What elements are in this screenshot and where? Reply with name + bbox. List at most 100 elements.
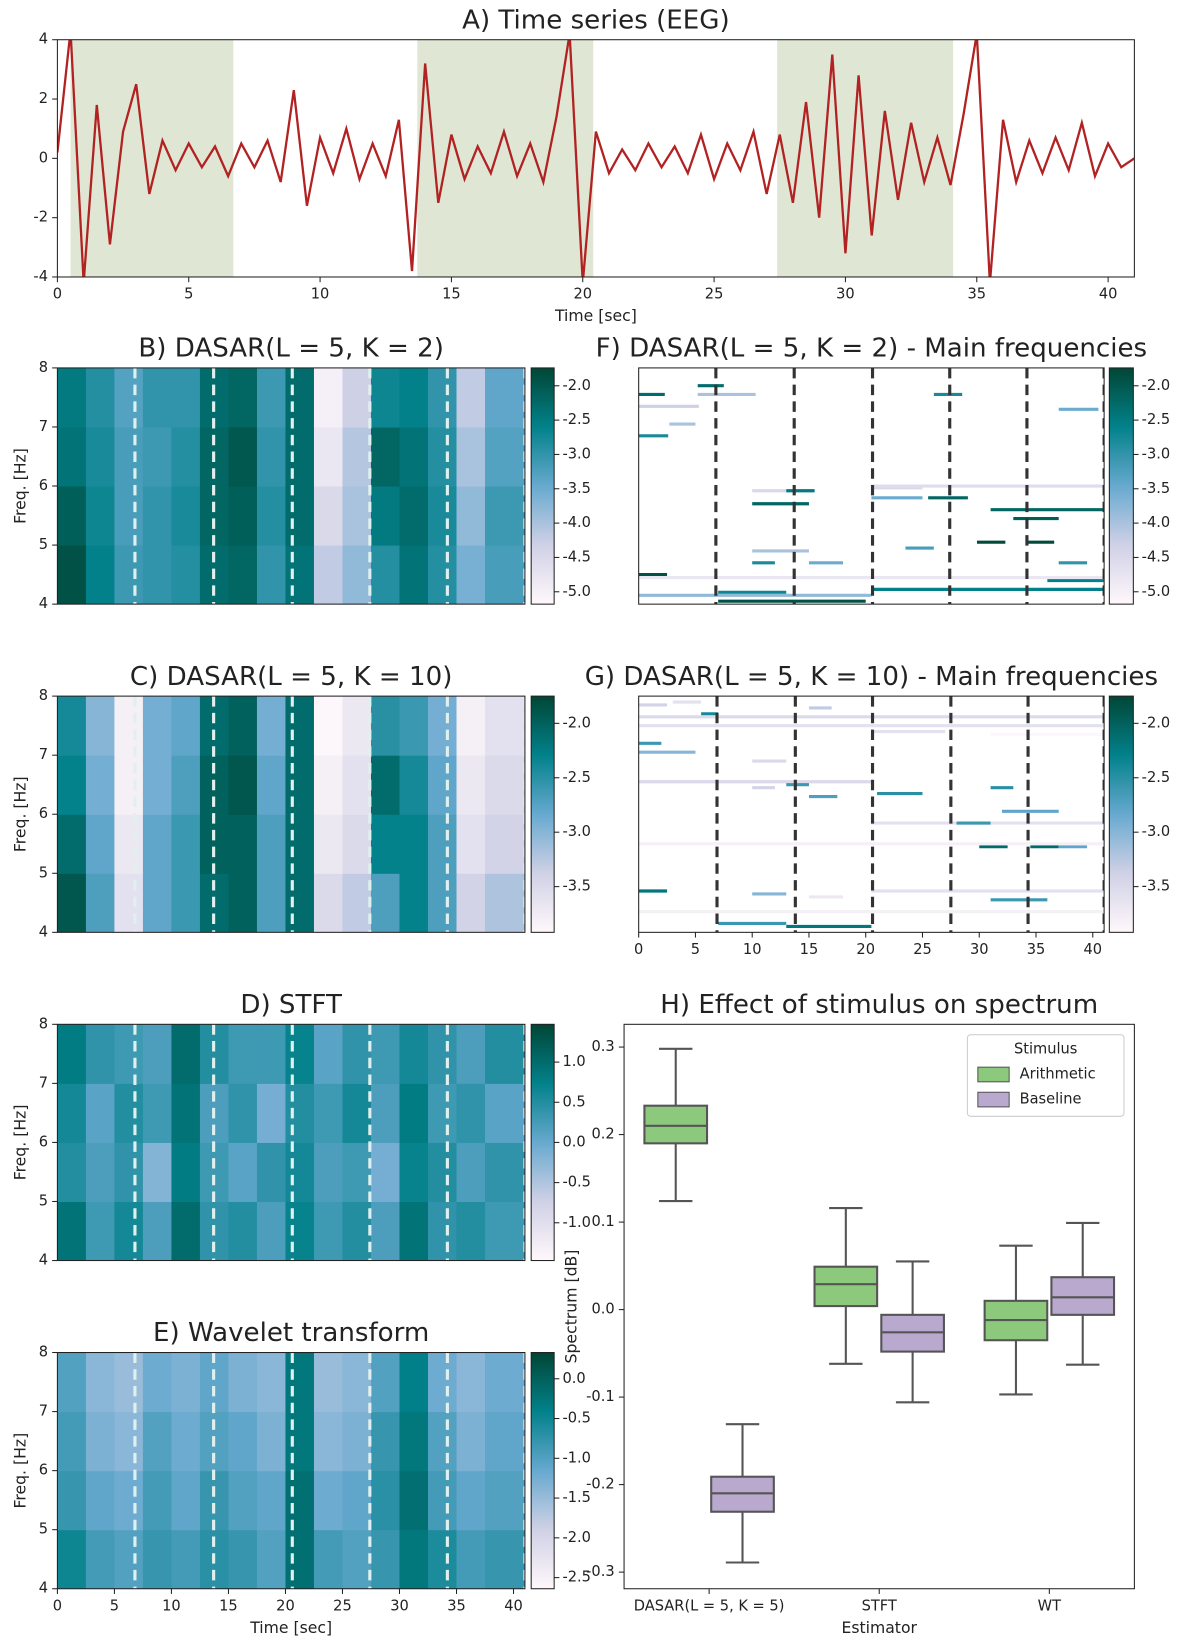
heat-cell — [256, 367, 286, 428]
colorbar-tick-label: -0.5 — [562, 1410, 590, 1427]
heat-cell — [399, 545, 429, 605]
y-axis-label: Freq. [Hz] — [10, 448, 29, 524]
heat-cell — [399, 367, 429, 428]
heat-cell — [57, 367, 87, 428]
heat-cell — [342, 1470, 372, 1531]
y-tick-label: 6 — [39, 805, 48, 822]
heat-cell — [342, 1083, 372, 1143]
colorbar-tick-label: 0.0 — [562, 1370, 585, 1387]
heat-cell — [256, 1201, 286, 1261]
panel: D) STFT Freq. [Hz] 4 5 6 7 8 1.0 0.5 0.0 -0.5 -1.0 — [10, 990, 591, 1269]
colorbar — [530, 695, 555, 933]
heat-cell — [399, 486, 429, 546]
heat-cell — [456, 486, 486, 546]
y-tick-label: 8 — [39, 1015, 48, 1032]
heat-cell — [114, 545, 144, 605]
heat-cell — [456, 1142, 486, 1203]
y-tick-label: 2 — [39, 90, 48, 107]
heat-cell — [485, 367, 525, 428]
heat-cell — [228, 426, 258, 487]
heat-cell — [399, 1142, 429, 1203]
colorbar-tick-label: -2.5 — [562, 769, 590, 786]
heat-cell — [313, 1470, 343, 1531]
heat-cell — [85, 545, 115, 605]
heat-cell — [342, 426, 372, 487]
x-axis-label: Time [sec] — [554, 306, 637, 325]
heat-cell — [256, 1470, 286, 1531]
colorbar-tick-label: -2.5 — [562, 1569, 590, 1586]
x-tick-label: STFT — [862, 1598, 897, 1615]
colorbar-tick-label: -2.5 — [1142, 769, 1170, 786]
heat-cell — [313, 367, 343, 428]
heat-cell — [370, 755, 401, 815]
heat-cell — [57, 545, 87, 605]
heat-cell — [485, 1083, 525, 1143]
x-tick-label: 15 — [219, 1598, 238, 1615]
y-tick-label: 5 — [39, 1521, 48, 1538]
x-tick-label: 35 — [1027, 941, 1046, 958]
legend-label: Baseline — [1020, 1091, 1082, 1108]
heat-cell — [228, 367, 258, 428]
heat-cell — [228, 1529, 258, 1589]
x-tick-label: DASAR(L = 5, K = 5) — [634, 1598, 785, 1615]
heat-cell — [342, 1529, 372, 1589]
heat-cell — [142, 486, 172, 546]
heat-cell — [256, 486, 286, 546]
y-tick-label: 4 — [39, 1252, 48, 1269]
colorbar-tick-label: -3.0 — [562, 445, 590, 462]
heat-cell — [171, 1083, 201, 1143]
heat-cell — [456, 1024, 486, 1084]
heat-cell — [427, 696, 458, 756]
heat-cell — [142, 814, 172, 874]
heat-cell — [142, 755, 172, 815]
heat-cell — [427, 367, 458, 428]
heat-cell — [142, 545, 172, 605]
heat-cell — [171, 755, 201, 815]
heat-cell — [485, 1142, 525, 1203]
heat-cell — [285, 1024, 315, 1084]
plot-area — [57, 1352, 525, 1589]
plot-area — [643, 1047, 1116, 1564]
heat-cell — [228, 755, 258, 815]
plot-area — [57, 696, 525, 933]
heat-cell — [313, 1411, 343, 1472]
heat-cell — [399, 873, 429, 933]
axes-frame — [56, 39, 1135, 278]
panel: B) DASAR(L = 5, K = 2) Freq. [Hz] 4 5 6 7 8 -2.… — [10, 334, 591, 613]
colorbar-tick-label: -5.0 — [562, 583, 590, 600]
heat-cell — [285, 426, 315, 487]
y-tick-label: 0.3 — [591, 1038, 614, 1055]
heat-cell — [114, 1529, 144, 1589]
x-tick-label: 5 — [110, 1598, 119, 1615]
heat-cell — [256, 873, 286, 933]
chart-title: H) Effect of stimulus on spectrum — [660, 990, 1098, 1020]
y-tick-label: 6 — [39, 1462, 48, 1479]
x-axis-label: Estimator — [841, 1618, 917, 1637]
heat-cell — [228, 545, 258, 605]
heat-cell — [57, 1083, 87, 1143]
heat-cell — [85, 873, 115, 933]
heat-cell — [285, 1470, 315, 1531]
x-tick-label: 0 — [634, 941, 643, 958]
heat-cell — [171, 814, 201, 874]
heat-cell — [142, 426, 172, 487]
heat-cell — [370, 1201, 401, 1261]
heat-cell — [342, 814, 372, 874]
heat-cell — [142, 1083, 172, 1143]
heat-cell — [256, 1529, 286, 1589]
colorbar-tick-label: -1.0 — [562, 1214, 590, 1231]
colorbar-tick-label: -1.5 — [562, 1489, 590, 1506]
heat-cell — [313, 814, 343, 874]
heat-cell — [57, 1201, 87, 1261]
x-tick-label: WT — [1038, 1598, 1061, 1615]
x-tick-label: 5 — [691, 941, 700, 958]
heat-cell — [456, 545, 486, 605]
heat-cell — [256, 1083, 286, 1143]
heat-cell — [427, 1352, 458, 1413]
heat-cell — [256, 1352, 286, 1413]
y-tick-label: 0.0 — [591, 1301, 614, 1318]
heat-cell — [256, 755, 286, 815]
heat-cell — [342, 1024, 372, 1084]
heat-cell — [57, 814, 87, 874]
